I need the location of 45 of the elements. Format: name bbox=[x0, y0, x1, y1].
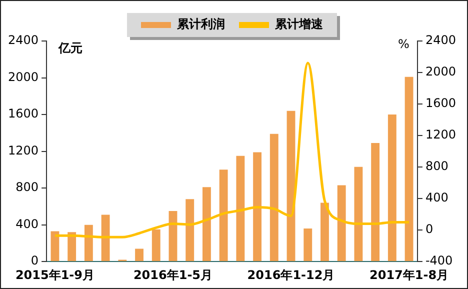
bar bbox=[388, 114, 396, 262]
bar bbox=[354, 166, 363, 262]
bar bbox=[135, 248, 144, 262]
bar bbox=[186, 199, 194, 262]
y2-tick-label: 2400 bbox=[425, 33, 456, 48]
bar bbox=[320, 202, 329, 262]
y2-tick-label: -400 bbox=[425, 254, 453, 268]
y-tick-label: 2000 bbox=[8, 70, 39, 84]
x-tick-label: 2016年1-5月 bbox=[133, 268, 213, 282]
x-tick-label: 2017年1-8月 bbox=[369, 268, 449, 282]
y-axis-title: 亿元 bbox=[58, 41, 83, 56]
y2-tick-label: 2000 bbox=[425, 64, 456, 79]
bar bbox=[168, 211, 178, 262]
y2-tick-label: 1600 bbox=[425, 96, 456, 110]
bar bbox=[270, 134, 278, 262]
bar bbox=[253, 152, 262, 262]
y2-tick-label: 1200 bbox=[425, 128, 456, 142]
y-tick-label: 1600 bbox=[8, 106, 39, 121]
bar bbox=[84, 224, 93, 262]
bar bbox=[152, 229, 160, 262]
y-tick-label: 2400 bbox=[8, 33, 39, 48]
y-tick-label: 400 bbox=[16, 216, 39, 231]
x-tick-label: 2016年1-12月 bbox=[247, 268, 335, 282]
bar bbox=[304, 228, 312, 262]
line-series bbox=[54, 62, 410, 238]
y-tick-label: 1200 bbox=[8, 143, 39, 158]
bar bbox=[286, 110, 296, 262]
bar bbox=[68, 232, 76, 262]
bar bbox=[50, 231, 60, 262]
legend-label: 累计增速 bbox=[274, 17, 324, 32]
bar bbox=[404, 76, 414, 262]
y2-tick-label: 800 bbox=[425, 159, 448, 174]
y2-axis-title: % bbox=[398, 37, 410, 52]
bar bbox=[371, 143, 380, 262]
bar bbox=[101, 214, 110, 262]
y-tick-label: 800 bbox=[16, 180, 39, 194]
bar bbox=[219, 170, 228, 262]
y2-tick-label: 400 bbox=[425, 190, 448, 205]
y-tick-label: 0 bbox=[30, 254, 39, 268]
bar bbox=[202, 187, 211, 262]
bar bbox=[337, 185, 346, 262]
legend-label: 累计利润 bbox=[176, 17, 225, 32]
y2-tick-label: 0 bbox=[425, 222, 434, 236]
x-tick-label: 2015年1-9月 bbox=[15, 268, 95, 282]
bar bbox=[236, 156, 245, 262]
